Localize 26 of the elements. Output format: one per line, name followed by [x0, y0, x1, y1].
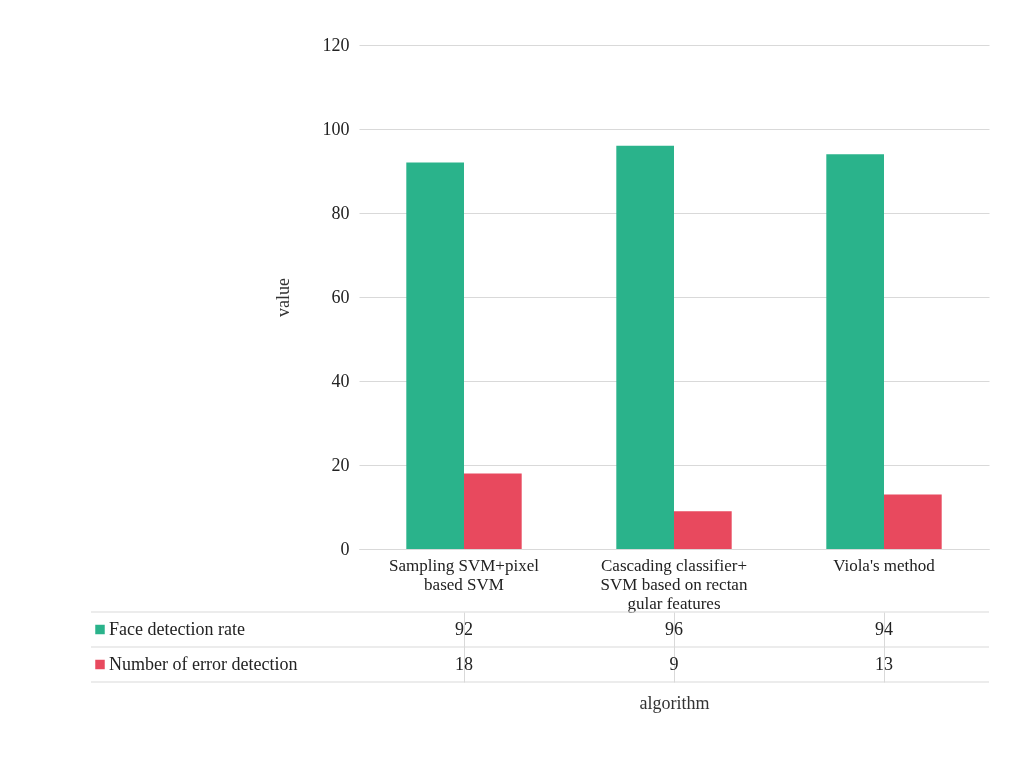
x-tick-label: Cascading classifier+ SVM based on rectan gular features [600, 555, 748, 613]
data-label: 96 [665, 618, 683, 639]
legend-label: Face detection rate [109, 618, 245, 639]
y-tick-label: 20 [331, 454, 350, 475]
bar [884, 494, 942, 549]
y-tick-label: 80 [331, 202, 350, 223]
data-label: 94 [875, 618, 893, 639]
y-axis-title: value [272, 278, 293, 317]
x-axis-title: algorithm [639, 692, 710, 713]
data-label: 18 [455, 653, 473, 674]
y-tick-label: 120 [322, 34, 350, 55]
data-label: 13 [875, 653, 893, 674]
bar [406, 162, 464, 549]
y-tick-label: 40 [331, 370, 350, 391]
bar [674, 511, 732, 549]
legend-label: Number of error detection [109, 653, 298, 674]
data-label: 92 [455, 618, 473, 639]
y-tick-label: 60 [331, 286, 350, 307]
x-tick-label: Viola's method [833, 555, 936, 575]
y-tick-label: 0 [340, 538, 350, 559]
data-label: 9 [669, 653, 679, 674]
bar [826, 154, 884, 549]
bar [464, 473, 522, 549]
x-tick-label: Sampling SVM+pixel based SVM [389, 555, 540, 594]
bar [616, 145, 674, 549]
y-tick-label: 100 [322, 118, 350, 139]
